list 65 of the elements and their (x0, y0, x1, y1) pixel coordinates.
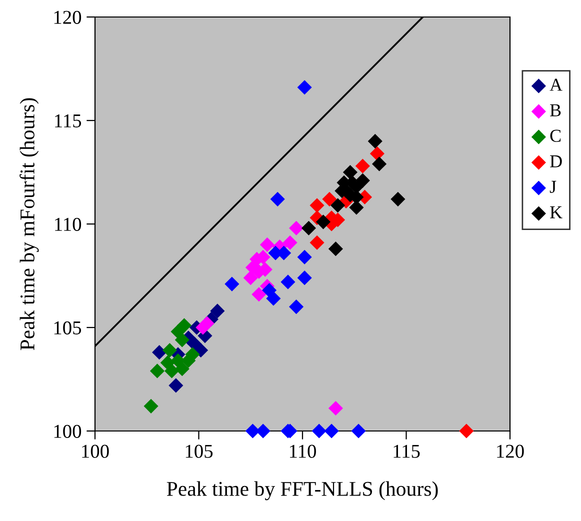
point (288, 220, 304, 236)
legend-label: D (550, 155, 562, 168)
point (210, 304, 225, 318)
point (152, 345, 167, 360)
point (270, 192, 285, 206)
point (310, 235, 324, 250)
point (150, 364, 165, 378)
point (252, 287, 266, 302)
legend-label: J (550, 180, 556, 193)
point (324, 424, 339, 438)
legend-label: K (550, 206, 562, 218)
x-tick-label: 100 (82, 444, 109, 458)
legend-label: B (550, 104, 561, 116)
y-tick-label: 115 (55, 114, 82, 128)
point (330, 198, 346, 213)
y-tick-label: 105 (54, 321, 82, 334)
point (297, 270, 312, 286)
point (174, 332, 190, 348)
point (176, 318, 192, 333)
point (372, 156, 387, 172)
point (245, 424, 260, 438)
point (168, 378, 184, 393)
point (459, 424, 474, 438)
point (349, 200, 364, 215)
point (297, 80, 312, 95)
y-tick-label: 120 (54, 10, 82, 24)
point (170, 353, 186, 368)
legend-label: C (550, 130, 561, 142)
point (144, 398, 158, 414)
point (322, 192, 337, 206)
x-tick-label: 105 (186, 444, 213, 458)
y-axis-title: Peak time by mFourfit (hours) (20, 98, 39, 350)
point (196, 320, 210, 335)
point (280, 274, 296, 290)
point (288, 300, 304, 314)
x-axis-title: Peak time by FFT-NLLS (hours) (166, 481, 438, 500)
point (266, 291, 281, 306)
point (185, 347, 200, 362)
point (312, 424, 326, 438)
point (224, 276, 240, 292)
x-tick-label: 120 (497, 444, 524, 458)
point (282, 235, 298, 250)
point (160, 355, 175, 370)
y-tick-label: 100 (54, 424, 82, 438)
legend-label: A (550, 78, 562, 91)
point (368, 134, 382, 148)
x-tick-label: 110 (290, 444, 316, 458)
point (390, 192, 406, 206)
point (162, 342, 177, 358)
point (297, 250, 312, 264)
y-tick-label: 110 (55, 218, 82, 231)
point (243, 270, 258, 286)
point (328, 242, 343, 256)
point (301, 220, 316, 236)
point (351, 424, 366, 438)
point (260, 237, 275, 252)
point (256, 424, 270, 438)
point (328, 400, 343, 416)
point (370, 146, 384, 161)
x-tick-label: 115 (394, 444, 420, 458)
point (355, 158, 370, 174)
point (310, 198, 324, 213)
point (342, 164, 358, 180)
point (355, 173, 370, 188)
point (316, 214, 331, 230)
